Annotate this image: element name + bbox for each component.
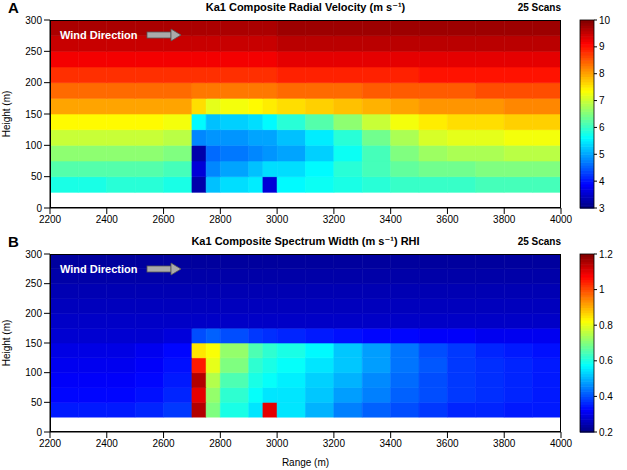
svg-text:2200: 2200 <box>39 214 62 225</box>
svg-text:3800: 3800 <box>493 214 516 225</box>
svg-text:100: 100 <box>25 367 42 378</box>
svg-text:2800: 2800 <box>209 214 232 225</box>
html-text:A: A <box>8 0 19 16</box>
svg-text:3400: 3400 <box>380 438 403 449</box>
svg-text:0.8: 0.8 <box>599 320 613 331</box>
html-text:Wind Direction: Wind Direction <box>60 29 138 41</box>
svg-text:0.6: 0.6 <box>599 355 613 366</box>
svg-text:0.4: 0.4 <box>599 391 613 402</box>
svg-text:3: 3 <box>599 203 605 214</box>
svg-text:250: 250 <box>25 46 42 57</box>
svg-text:100: 100 <box>25 140 42 151</box>
svg-text:0.2: 0.2 <box>599 427 613 438</box>
svg-text:200: 200 <box>25 77 42 88</box>
svg-text:3600: 3600 <box>436 214 459 225</box>
svg-text:9: 9 <box>599 41 605 52</box>
svg-text:Height (m): Height (m) <box>1 320 12 367</box>
svg-text:4000: 4000 <box>550 438 573 449</box>
svg-text:50: 50 <box>31 397 43 408</box>
svg-text:300: 300 <box>25 250 42 260</box>
svg-text:200: 200 <box>25 308 42 319</box>
svg-text:4: 4 <box>599 176 605 187</box>
svg-text:8: 8 <box>599 68 605 79</box>
html-text:B: B <box>8 233 19 250</box>
html-text:25 Scans: 25 Scans <box>517 236 561 247</box>
svg-text:3800: 3800 <box>493 438 516 449</box>
svg-text:Range (m): Range (m) <box>282 457 329 468</box>
svg-text:3200: 3200 <box>323 438 346 449</box>
svg-text:3000: 3000 <box>266 438 289 449</box>
svg-text:4000: 4000 <box>550 214 573 225</box>
svg-text:150: 150 <box>25 338 42 349</box>
svg-text:2800: 2800 <box>209 438 232 449</box>
svg-text:7: 7 <box>599 95 605 106</box>
svg-text:2600: 2600 <box>152 214 175 225</box>
svg-text:1: 1 <box>599 284 605 295</box>
svg-text:3600: 3600 <box>436 438 459 449</box>
html-text:Wind Direction: Wind Direction <box>60 263 138 275</box>
svg-text:300: 300 <box>25 16 42 26</box>
html-text:Ka1 Composite Radial Velocity: Ka1 Composite Radial Velocity (m s⁻¹) <box>205 1 406 13</box>
svg-text:0: 0 <box>36 427 42 438</box>
svg-text:2200: 2200 <box>39 438 62 449</box>
svg-text:50: 50 <box>31 171 43 182</box>
svg-text:2400: 2400 <box>96 438 119 449</box>
svg-text:3400: 3400 <box>380 214 403 225</box>
svg-text:150: 150 <box>25 109 42 120</box>
svg-text:5: 5 <box>599 149 605 160</box>
html-text:25 Scans: 25 Scans <box>517 2 561 13</box>
svg-text:10: 10 <box>599 15 611 26</box>
svg-text:6: 6 <box>599 122 605 133</box>
svg-text:2400: 2400 <box>96 214 119 225</box>
svg-text:1.2: 1.2 <box>599 249 613 260</box>
svg-text:Height (m): Height (m) <box>1 91 12 138</box>
svg-text:2600: 2600 <box>152 438 175 449</box>
svg-text:0: 0 <box>36 203 42 214</box>
svg-text:3200: 3200 <box>323 214 346 225</box>
svg-text:250: 250 <box>25 278 42 289</box>
html-text:Ka1 Composite Spectrum Width (: Ka1 Composite Spectrum Width (m s⁻¹) RHI <box>191 235 420 247</box>
svg-text:3000: 3000 <box>266 214 289 225</box>
